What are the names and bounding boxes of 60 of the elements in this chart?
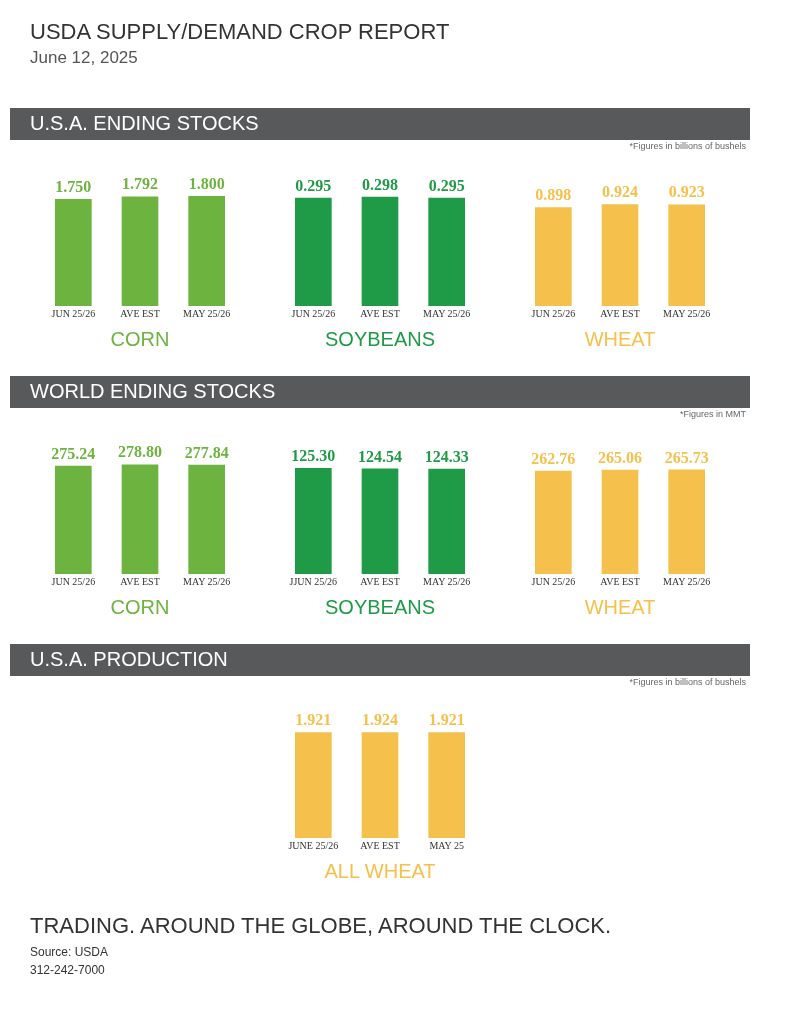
- data-label: 124.54: [358, 447, 402, 465]
- data-label: 265.06: [598, 448, 642, 466]
- data-label: 1.750: [55, 178, 92, 196]
- data-label: 1.921: [428, 711, 465, 729]
- text: *Figures in billions of bushels: [629, 141, 747, 151]
- text: WHEAT: [584, 596, 656, 618]
- data-label: 0.898: [535, 186, 572, 204]
- data-label: 275.24: [51, 444, 96, 462]
- text: *Figures in billions of bushels: [629, 677, 747, 687]
- x-tick-label: MAY 25/26: [183, 575, 231, 587]
- source-note: Source: USDA: [30, 945, 109, 959]
- data-label: 265.73: [664, 448, 709, 466]
- x-tick-label: AVE EST: [360, 575, 400, 587]
- text: CORN: [110, 596, 170, 618]
- x-tick-label: AVE EST: [600, 575, 640, 587]
- text: WORLD ENDING STOCKS: [30, 380, 276, 402]
- data-label: 1.924: [362, 711, 398, 729]
- text: 312-242-7000: [30, 963, 106, 977]
- text: SOYBEANS: [324, 328, 436, 350]
- x-tick-label: JUN 25/26: [531, 307, 576, 319]
- data-label: 125.30: [291, 446, 336, 464]
- text: U.S.A. PRODUCTION: [30, 648, 228, 670]
- x-tick-label: JUN 25/26: [51, 307, 96, 319]
- data-label: 0.295: [295, 176, 332, 194]
- x-tick-label: MAY 25/26: [663, 575, 711, 587]
- data-label: 277.84: [184, 443, 229, 461]
- x-tick-label: JJUN 25/26: [289, 575, 338, 587]
- x-tick-label: MAY 25: [429, 839, 464, 851]
- x-tick-label: AVE EST: [120, 307, 160, 319]
- x-tick-label: MAY 25/26: [423, 575, 471, 587]
- x-tick-label: AVE EST: [360, 307, 400, 319]
- data-label: 262.76: [531, 449, 576, 467]
- x-tick-label: AVE EST: [600, 307, 640, 319]
- x-tick-label: JUN 25/26: [531, 575, 576, 587]
- data-label: 0.295: [428, 176, 465, 194]
- x-tick-label: MAY 25/26: [423, 307, 471, 319]
- data-label: 0.924: [602, 183, 638, 201]
- text: *Figures in MMT: [679, 409, 747, 419]
- text: CORN: [110, 328, 170, 350]
- text: June 12, 2025: [30, 48, 138, 67]
- data-label: 1.792: [122, 175, 158, 193]
- data-label: 0.298: [362, 175, 398, 193]
- data-label: 278.80: [118, 443, 162, 461]
- data-label: 0.923: [668, 183, 705, 201]
- text: USDA SUPPLY/DEMAND CROP REPORT: [30, 19, 450, 44]
- x-tick-label: MAY 25/26: [663, 307, 711, 319]
- text: WHEAT: [584, 328, 656, 350]
- text: U.S.A. ENDING STOCKS: [30, 112, 259, 134]
- data-label: 124.33: [424, 447, 469, 465]
- x-tick-label: JUN 25/26: [291, 307, 336, 319]
- text: ALL WHEAT: [324, 860, 436, 882]
- x-tick-label: JUN 25/26: [51, 575, 96, 587]
- x-tick-label: JUNE 25/26: [288, 839, 339, 851]
- text: TRADING. AROUND THE GLOBE, AROUND THE CLOCK.: [30, 913, 612, 938]
- x-tick-label: AVE EST: [360, 839, 400, 851]
- x-tick-label: MAY 25/26: [183, 307, 231, 319]
- x-tick-label: AVE EST: [120, 575, 160, 587]
- data-label: 1.800: [188, 175, 225, 192]
- data-label: 1.921: [295, 711, 332, 729]
- text: SOYBEANS: [324, 596, 436, 618]
